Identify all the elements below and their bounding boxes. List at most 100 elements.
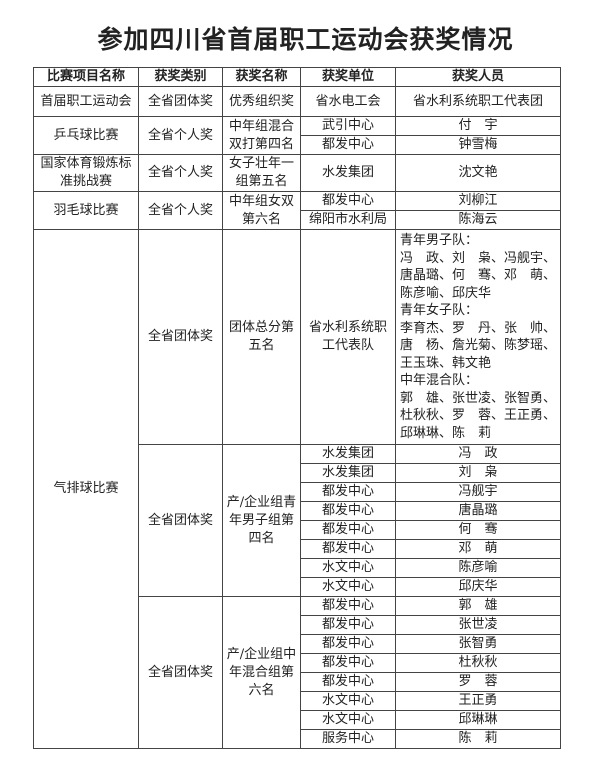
award-person: 邓 萌 xyxy=(395,539,561,559)
table-row: 都发中心 张世凌 xyxy=(34,615,561,635)
award-name: 中年组混合双打第四名 xyxy=(222,116,301,155)
table-row: 都发中心罗 蓉 xyxy=(34,672,561,692)
award-person: 省水利系统职工代表团 xyxy=(395,86,561,117)
awards-table: 比赛项目名称 获奖类别 获奖名称 获奖单位 获奖人员 首届职工运动会 全省团体奖 优秀组织奖… xyxy=(33,67,561,749)
person-line: 中年混合队： xyxy=(400,373,479,388)
award-unit: 都发中心 xyxy=(300,653,396,673)
column-header: 获奖人员 xyxy=(395,67,561,87)
award-persons: 青年男子队： 冯 政、刘 枭、冯舰宇、 唐晶璐、何 骞、邓 萌、 陈彦喻、邱庆华 青年女… xyxy=(395,229,561,445)
column-header: 获奖名称 xyxy=(222,67,301,87)
award-unit: 都发中心 xyxy=(300,501,396,521)
event-name: 国家体育锻炼标准挑战赛 xyxy=(33,154,139,192)
table-row: 国家体育锻炼标准挑战赛 全省个人奖 女子壮年一组第五名 水发集团 沈文艳 xyxy=(33,154,561,192)
award-person: 何 骞 xyxy=(395,520,561,540)
award-unit: 服务中心 xyxy=(300,729,396,749)
award-person: 付 宇 xyxy=(395,116,561,136)
award-person: 刘柳江 xyxy=(395,191,561,211)
award-person: 罗 蓉 xyxy=(395,672,561,692)
person-line: 李育杰、罗 丹、张 帅、 xyxy=(400,320,557,336)
award-category: 全省团体奖 xyxy=(138,444,223,597)
award-unit: 水发集团 xyxy=(300,444,396,464)
award-unit: 都发中心 xyxy=(300,672,396,692)
award-name: 中年组女双第六名 xyxy=(222,191,301,230)
header-row: 比赛项目名称 获奖类别 获奖名称 获奖单位 获奖人员 xyxy=(33,67,561,87)
column-header: 获奖类别 xyxy=(138,67,223,87)
person-line: 郭 雄、张世凌、张智勇、 xyxy=(400,390,557,406)
award-unit: 都发中心 xyxy=(300,135,396,155)
award-category: 全省团体奖 xyxy=(138,229,223,445)
award-unit: 绵阳市水利局 xyxy=(300,210,396,230)
event-name: 气排球比赛 xyxy=(33,229,139,749)
person-line: 青年女子队： xyxy=(400,303,479,318)
person-line: 唐 杨、詹光菊、陈梦瑶、 xyxy=(400,338,557,353)
award-person: 钟雪梅 xyxy=(395,135,561,155)
award-person: 张智勇 xyxy=(395,634,561,654)
award-person: 杜秋秋 xyxy=(395,653,561,673)
award-name: 优秀组织奖 xyxy=(222,86,301,117)
award-person: 王正勇 xyxy=(395,691,561,711)
table-row: 都发中心 杜秋秋 xyxy=(34,653,561,673)
award-unit: 水文中心 xyxy=(300,577,396,597)
column-header: 获奖单位 xyxy=(300,67,396,87)
award-unit: 都发中心 xyxy=(300,539,396,559)
event-name: 乒乓球比赛 xyxy=(33,116,139,155)
award-person: 陈海云 xyxy=(395,210,561,230)
award-person: 唐晶璐 xyxy=(395,501,561,521)
award-person: 冯 政 xyxy=(395,444,561,464)
award-person: 陈 莉 xyxy=(395,729,561,749)
table-row: 水发集团刘 枭 xyxy=(34,463,561,483)
award-unit: 省水电工会 xyxy=(300,86,396,117)
award-unit: 省水利系统职工代表队 xyxy=(300,229,396,445)
award-person: 邱庆华 xyxy=(395,577,561,597)
award-unit: 都发中心 xyxy=(300,615,396,635)
award-unit: 都发中心 xyxy=(300,520,396,540)
table-row: 都发中心 唐晶璐 xyxy=(34,501,561,521)
table-row: 气排球比赛 全省团体奖 团体总分第五名 省水利系统职工代表队 青年男子队：冯 政、刘 枭… xyxy=(33,229,561,749)
award-category: 全省个人奖 xyxy=(138,116,223,155)
award-person: 沈文艳 xyxy=(395,154,561,192)
document-title: 参加四川省首届职工运动会获奖情况 xyxy=(97,25,514,54)
table-row: 水文中心 邱庆华 xyxy=(34,577,561,597)
table-row: 全省团体奖 产/企业组中年混合组第六名 都发中心郭 雄 xyxy=(34,596,561,749)
award-person: 邱琳琳 xyxy=(395,710,561,730)
person-line: 杜秋秋、罗 蓉、王正勇、 xyxy=(400,408,557,423)
award-unit: 武引中心 xyxy=(300,116,396,136)
award-name: 产/企业组青年男子组第四名 xyxy=(222,444,301,597)
person-line: 邱琳琳、陈 莉 xyxy=(400,425,492,441)
award-category: 全省个人奖 xyxy=(138,191,223,230)
event-name: 首届职工运动会 xyxy=(33,86,139,117)
award-person: 郭 雄 xyxy=(395,596,561,616)
person-line: 王玉珠、韩文艳 xyxy=(400,355,492,371)
column-header: 比赛项目名称 xyxy=(33,67,139,87)
award-category: 全省个人奖 xyxy=(138,154,223,192)
table-row: 都发中心 冯舰宇 xyxy=(34,482,561,502)
award-unit: 都发中心 xyxy=(300,596,396,616)
award-unit: 都发中心 xyxy=(300,191,396,211)
award-category: 全省团体奖 xyxy=(138,86,223,117)
event-name: 羽毛球比赛 xyxy=(33,191,139,230)
award-category: 全省团体奖 xyxy=(138,596,223,749)
award-name: 产/企业组中年混合组第六名 xyxy=(222,596,301,749)
table-row: 服务中心陈 莉 xyxy=(34,729,561,749)
person-line: 青年男子队： xyxy=(400,233,479,248)
award-unit: 都发中心 xyxy=(300,482,396,502)
award-unit: 水文中心 xyxy=(300,691,396,711)
person-line: 唐晶璐、何 骞、邓 萌、 xyxy=(400,268,557,283)
award-name: 团体总分第五名 xyxy=(222,229,301,445)
person-line: 陈彦喻、邱庆华 xyxy=(400,285,492,301)
award-unit: 水文中心 xyxy=(300,558,396,578)
award-person: 刘 枭 xyxy=(395,463,561,483)
award-unit: 都发中心 xyxy=(300,634,396,654)
award-unit: 水发集团 xyxy=(300,154,396,192)
person-line: 冯 政、刘 枭、冯舰宇、 xyxy=(400,250,557,266)
table-row: 首届职工运动会 全省团体奖 优秀组织奖 省水电工会 省水利系统职工代表团 xyxy=(33,86,561,117)
award-person: 冯舰宇 xyxy=(395,482,561,502)
award-unit: 水文中心 xyxy=(300,710,396,730)
table-row: 水文中心 王正勇 xyxy=(34,691,561,711)
award-unit: 水发集团 xyxy=(300,463,396,483)
award-name: 女子壮年一组第五名 xyxy=(222,154,301,192)
table-row: 羽毛球比赛 全省个人奖 中年组女双第六名 都发中心 刘柳江 xyxy=(33,191,561,230)
table-row: 乒乓球比赛 全省个人奖 中年组混合双打第四名 武引中心付 宇 xyxy=(33,116,561,155)
award-person: 陈彦喻 xyxy=(395,558,561,578)
award-person: 张世凌 xyxy=(395,615,561,635)
